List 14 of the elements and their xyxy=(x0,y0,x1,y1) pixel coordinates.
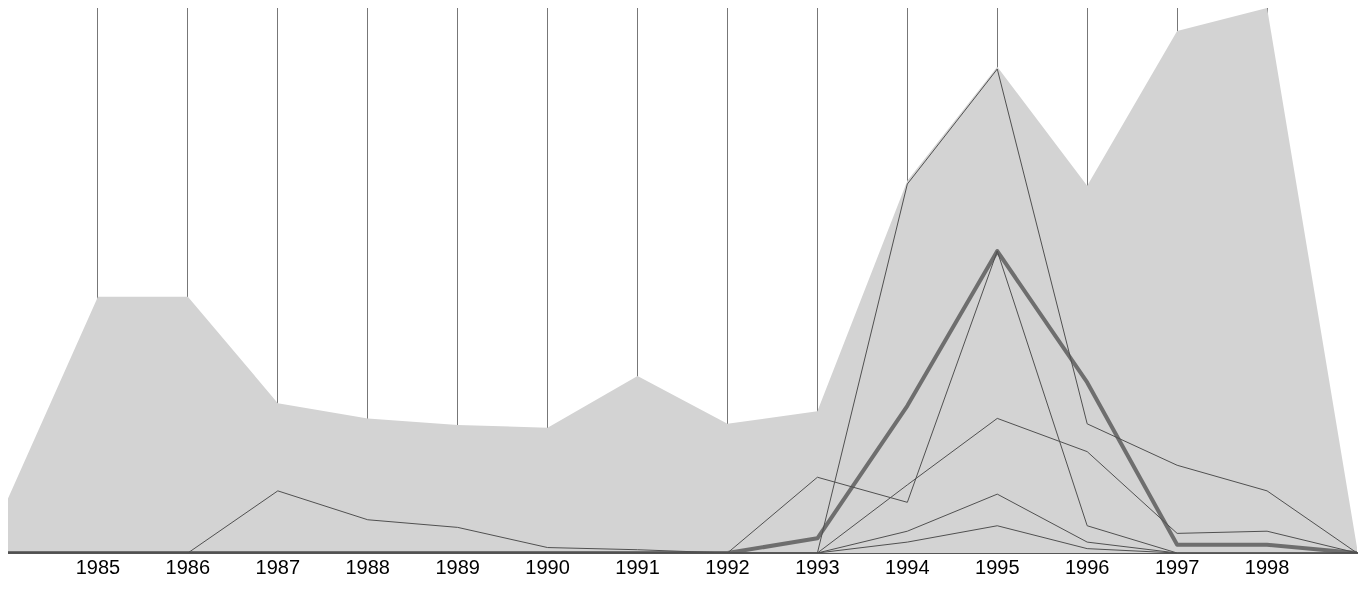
x-tick-label: 1996 xyxy=(1064,555,1110,578)
x-tick-label: 1993 xyxy=(795,555,840,578)
x-tick-label: 1995 xyxy=(975,555,1020,578)
x-tick-label: 1994 xyxy=(885,555,930,578)
x-tick-label: 1990 xyxy=(525,555,570,578)
x-tick-label: 1987 xyxy=(255,555,301,578)
x-tick-label: 1989 xyxy=(435,555,480,578)
x-tick-label: 1992 xyxy=(705,555,750,578)
x-tick-label: 1997 xyxy=(1154,555,1200,578)
x-tick-label: 1991 xyxy=(615,555,660,578)
x-tick-label: 1988 xyxy=(345,555,390,578)
x-tick-label: 1986 xyxy=(165,555,211,578)
x-tick-label: 1985 xyxy=(75,555,121,578)
x-tick-label: 1998 xyxy=(1244,555,1290,578)
